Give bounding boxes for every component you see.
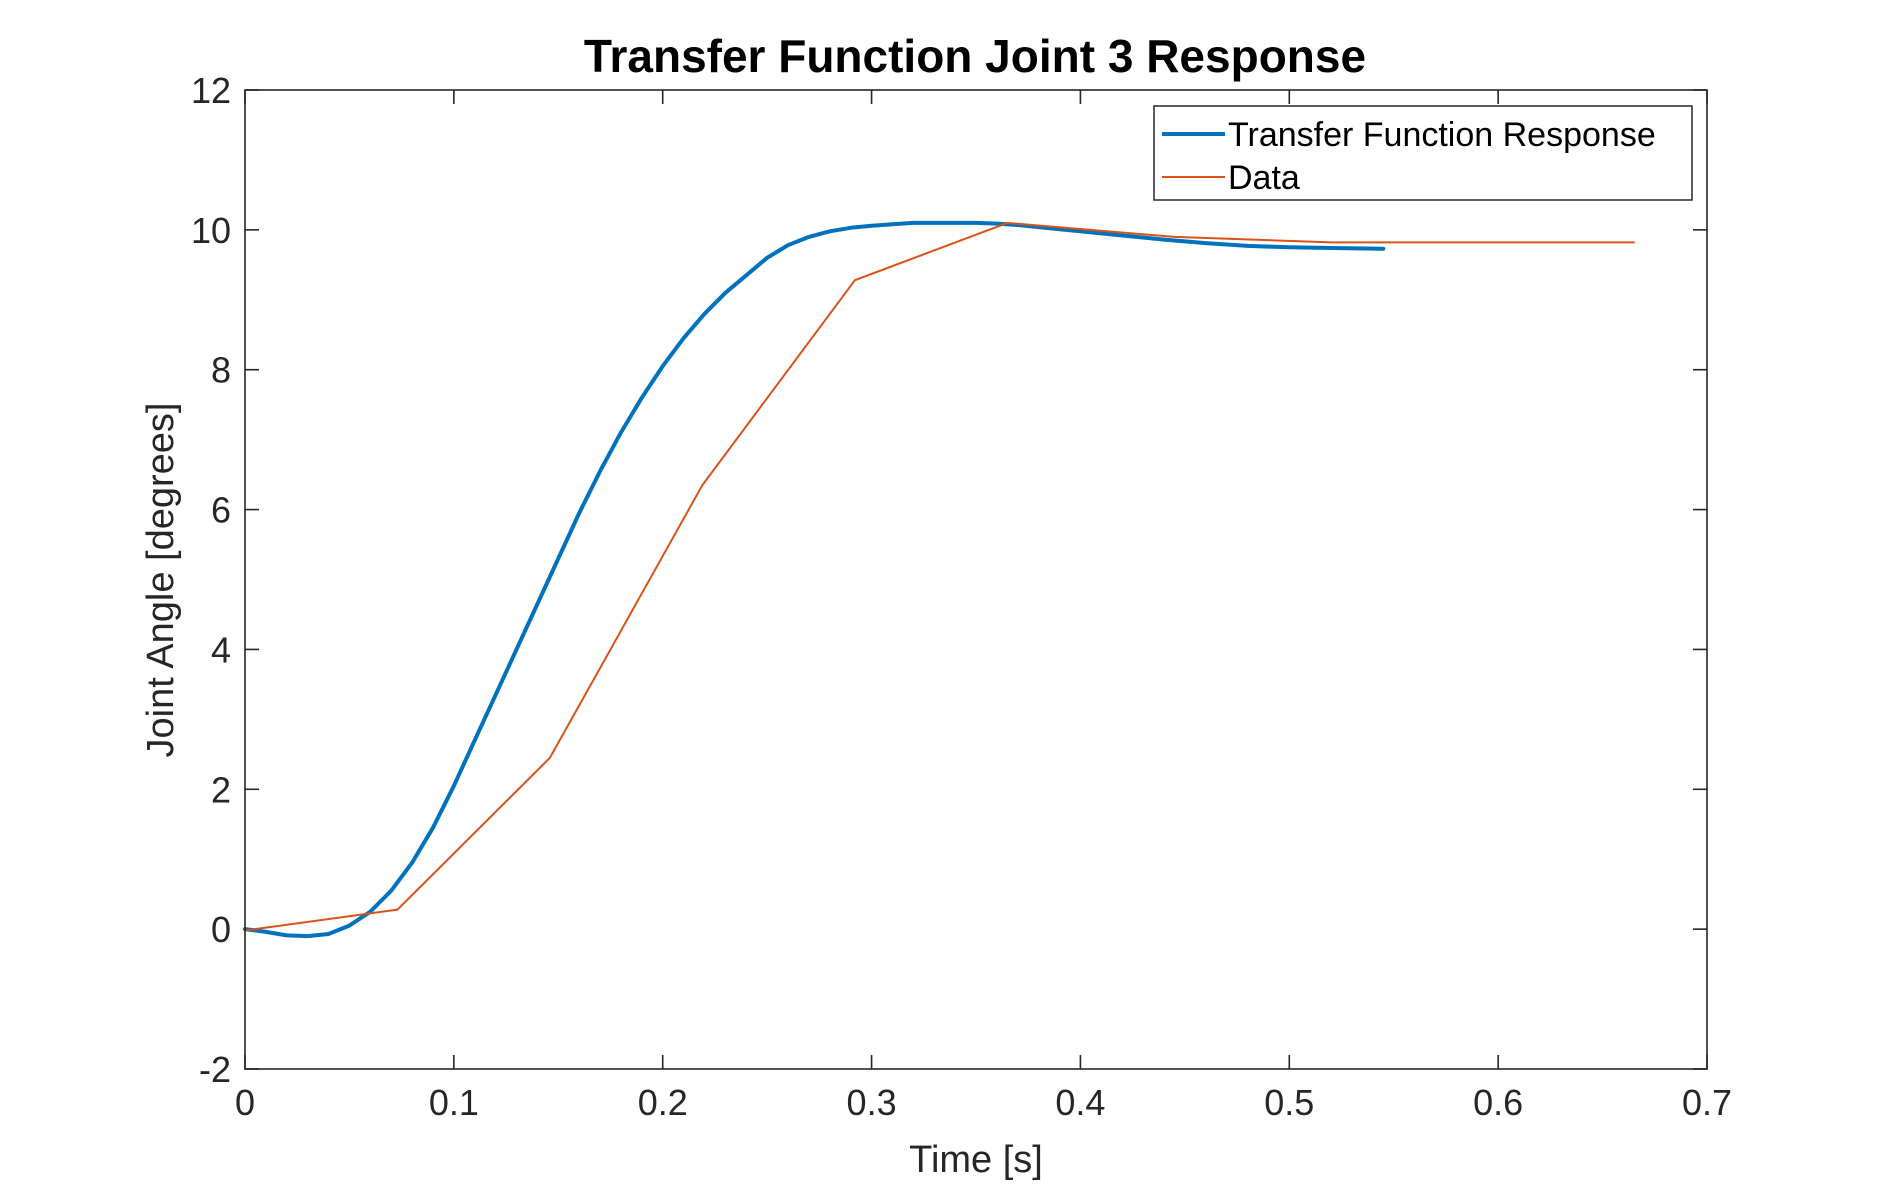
y-tick-label: 10 (191, 210, 231, 251)
y-tick-label: -2 (199, 1049, 231, 1090)
legend-box (1153, 105, 1693, 201)
legend-label-series-1: Transfer Function Response (1228, 116, 1656, 154)
x-tick-label: 0.3 (847, 1082, 897, 1123)
x-tick-label: 0 (235, 1082, 255, 1123)
x-tick-label: 0.7 (1682, 1082, 1732, 1123)
y-axis-label: Joint Angle [degrees] (140, 403, 182, 758)
chart-title: Transfer Function Joint 3 Response (584, 30, 1366, 82)
x-tick-label: 0.6 (1473, 1082, 1523, 1123)
x-axis-label: Time [s] (909, 1139, 1043, 1181)
x-tick-label: 0.2 (638, 1082, 688, 1123)
plot-frame (244, 89, 1708, 1070)
y-tick-label: 12 (191, 70, 231, 111)
legend-label-series-2: Data (1228, 159, 1300, 197)
y-tick-label: 4 (211, 629, 231, 670)
y-tick-label: 2 (211, 769, 231, 810)
plot-area (245, 90, 1707, 1069)
y-tick-label: 0 (211, 909, 231, 950)
y-tick-label: 6 (211, 490, 231, 531)
series-line-1 (243, 220, 1386, 939)
series-group (243, 220, 1635, 939)
x-ticks-group: 0 0.1 0.2 0.3 0.4 0.5 0.6 0.7 (235, 90, 1732, 1123)
y-ticks-group: -2 0 2 4 6 8 10 12 (191, 70, 1707, 1090)
y-tick-label: 8 (211, 350, 231, 391)
x-tick-label: 0.1 (429, 1082, 479, 1123)
legend: Transfer Function Response Data (1153, 105, 1693, 201)
x-tick-label: 0.5 (1264, 1082, 1314, 1123)
series-line-2 (244, 221, 1635, 932)
x-tick-label: 0.4 (1055, 1082, 1105, 1123)
